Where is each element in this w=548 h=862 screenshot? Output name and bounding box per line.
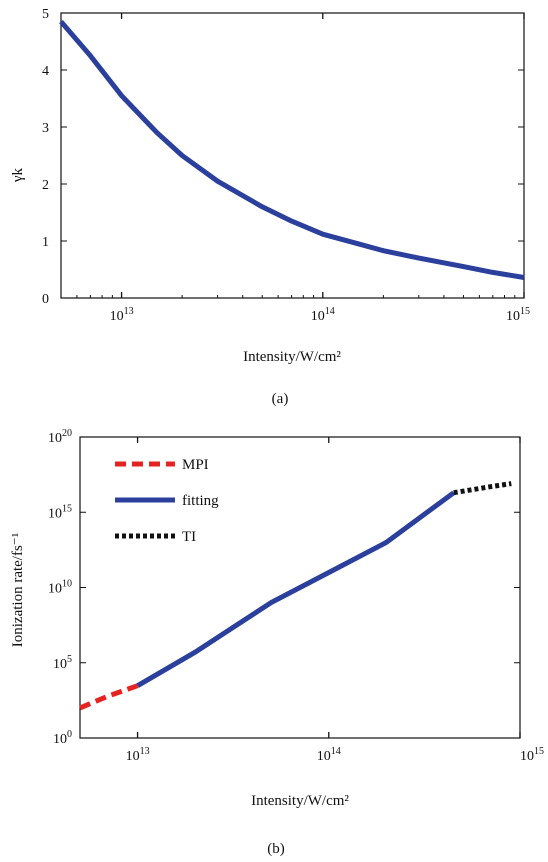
legend: MPI fitting TI [115, 457, 219, 545]
a-x-tick-label: 1013 [110, 306, 134, 324]
b-y-tick-label: 1015 [48, 503, 72, 521]
a-y-tick-label: 2 [42, 178, 49, 193]
b-ticks: 100 105 1010 1015 1020 1013 1014 1015 [48, 428, 544, 764]
b-x-tick-label: 1014 [317, 746, 341, 764]
b-series-line-mpi [79, 683, 139, 711]
b-y-tick-label: 100 [53, 729, 72, 747]
b-y-tick-label: 1010 [48, 579, 72, 597]
a-x-tick-label: 1014 [311, 306, 335, 324]
b-x-tick-label: 1015 [520, 746, 544, 764]
b-series-line-fitting [136, 490, 456, 688]
b-y-axis-label: Ionization rate/fs⁻¹ [10, 533, 26, 647]
panel-b-caption: (b) [267, 841, 285, 857]
legend-label-mpi: MPI [182, 457, 209, 473]
a-ticks: 0 1 2 3 4 5 1013 1014 1015 [42, 7, 530, 324]
a-y-tick-label: 4 [42, 64, 49, 79]
a-y-tick-label: 1 [42, 235, 49, 250]
a-y-tick-label: 0 [42, 292, 49, 307]
a-y-tick-label: 5 [42, 7, 49, 22]
a-y-tick-label: 3 [42, 121, 49, 136]
legend-label-ti: TI [182, 529, 196, 545]
b-y-tick-label: 105 [53, 654, 72, 672]
b-x-axis-label: Intensity/W/cm² [251, 793, 349, 809]
b-x-tick-label: 1013 [126, 746, 150, 764]
b-y-tick-label: 1020 [48, 428, 72, 446]
a-series-line [59, 19, 525, 280]
a-x-axis-label: Intensity/W/cm² [243, 349, 341, 365]
a-y-axis-label: γk [10, 167, 26, 183]
panel-a: 0 1 2 3 4 5 1013 1014 1015 γk Intensity/W/cm² (a… [10, 7, 530, 407]
panel-b: 100 105 1010 1015 1020 1013 1014 1015 MPI fittin… [10, 428, 544, 857]
a-lines [59, 19, 525, 280]
legend-label-fitting: fitting [182, 493, 219, 509]
panel-a-caption: (a) [272, 391, 289, 407]
a-x-tick-label: 1015 [506, 306, 530, 324]
plot-frame-a [60, 12, 525, 299]
b-series-line-ti [453, 481, 512, 496]
b-lines [79, 481, 512, 711]
